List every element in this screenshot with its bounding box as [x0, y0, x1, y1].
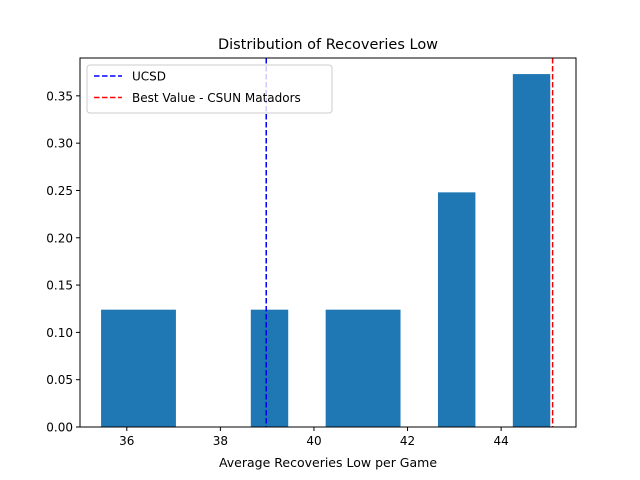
y-tick-label: 0.20 — [46, 231, 73, 245]
y-tick-label: 0.15 — [46, 279, 73, 293]
y-axis-ticks: 0.00 0.05 0.10 0.15 0.20 0.25 0.30 0.35 — [46, 89, 80, 435]
x-tick-label: 38 — [213, 434, 228, 448]
histogram-bar-2 — [250, 309, 289, 427]
x-tick-label: 44 — [493, 434, 508, 448]
histogram-bar-5 — [512, 74, 551, 427]
legend: UCSD Best Value - CSUN Matadors — [86, 64, 333, 114]
x-tick-label: 42 — [400, 434, 415, 448]
y-tick-label: 0.10 — [46, 326, 73, 340]
reference-lines-layer — [265, 58, 554, 427]
x-axis-ticks: 36 38 40 42 44 — [119, 427, 509, 448]
chart-title: Distribution of Recoveries Low — [218, 37, 438, 53]
legend-label-1: UCSD — [132, 70, 166, 84]
legend-label-2: Best Value - CSUN Matadors — [132, 91, 301, 105]
x-tick-label: 40 — [306, 434, 321, 448]
histogram-bar-1 — [101, 309, 176, 427]
legend-box — [86, 64, 333, 114]
y-tick-label: 0.00 — [46, 421, 73, 435]
plot-frame — [79, 57, 577, 428]
y-tick-label: 0.35 — [46, 89, 73, 103]
x-axis-label: Average Recoveries Low per Game — [219, 455, 437, 470]
x-tick-label: 36 — [119, 434, 134, 448]
y-tick-label: 0.25 — [46, 184, 73, 198]
histogram-bar-3 — [325, 309, 401, 427]
histogram-bar-4 — [437, 192, 476, 427]
bars-layer — [101, 74, 551, 427]
y-tick-label: 0.30 — [46, 137, 73, 151]
y-tick-label: 0.05 — [46, 373, 73, 387]
